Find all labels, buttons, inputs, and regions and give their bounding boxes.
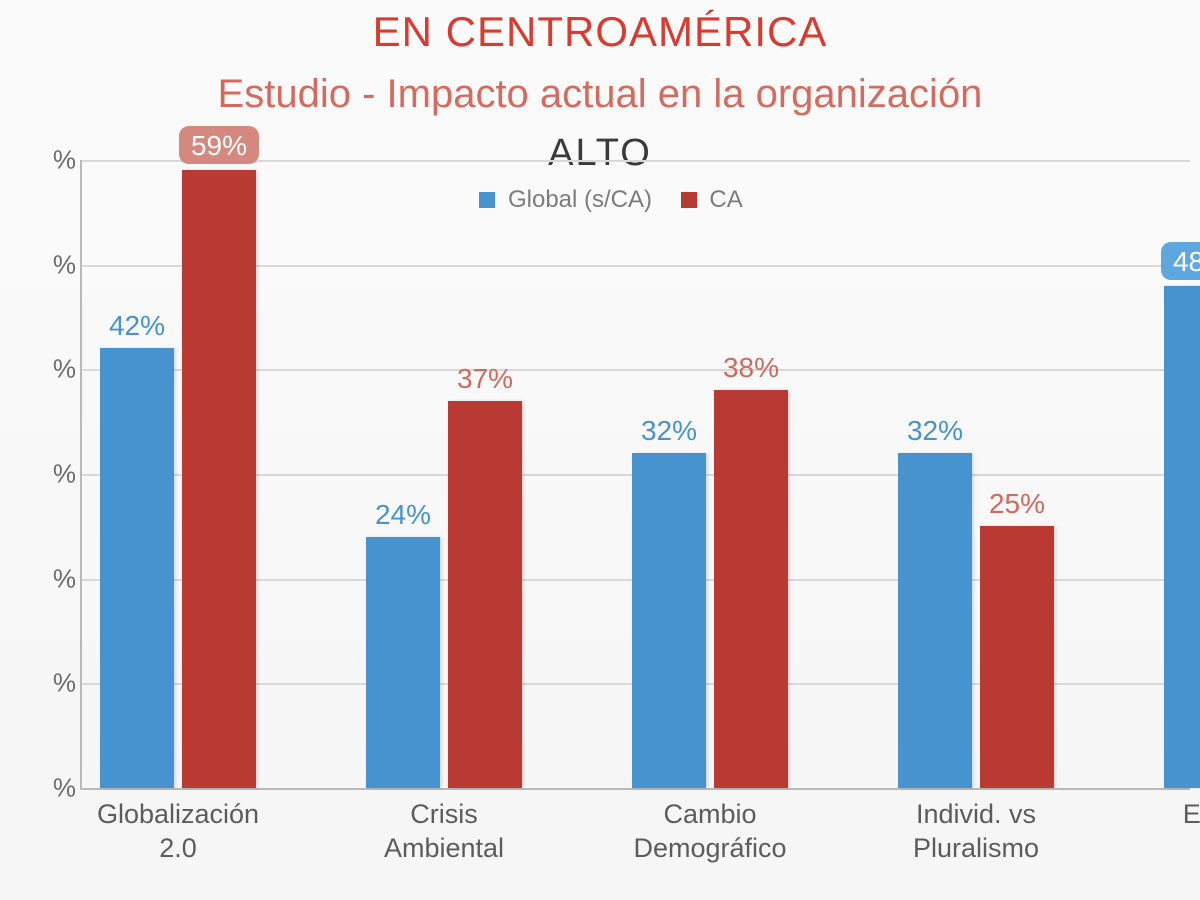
x-axis-label: Individ. vsPluralismo — [843, 788, 1109, 866]
bar — [632, 453, 706, 788]
bar-value-label: 25% — [989, 488, 1045, 520]
bar-value-label: 24% — [375, 499, 431, 531]
bar — [898, 453, 972, 788]
bar-group: 42%59%Globalización2.0 — [100, 160, 256, 788]
bar — [714, 390, 788, 788]
y-tick-label: % — [42, 668, 76, 699]
bar-value-label: 38% — [723, 352, 779, 384]
y-tick-label: % — [42, 354, 76, 385]
bar-group: 24%37%CrisisAmbiental — [366, 160, 522, 788]
plot-region: %%%%%%%42%59%Globalización2.024%37%Crisi… — [80, 160, 1190, 790]
bar — [980, 526, 1054, 788]
x-axis-label: Globalización2.0 — [45, 788, 311, 866]
chart-title: Estudio - Impacto actual en la organizac… — [0, 72, 1200, 117]
y-tick-label: % — [42, 563, 76, 594]
y-tick-label: % — [42, 459, 76, 490]
y-tick-label: % — [42, 249, 76, 280]
bar-value-label: 37% — [457, 363, 513, 395]
chart-area: %%%%%%%42%59%Globalización2.024%37%Crisi… — [40, 160, 1190, 790]
bar-group: 48%40%Era Digita — [1164, 160, 1200, 788]
bar-group: 32%38%CambioDemográfico — [632, 160, 788, 788]
y-tick-label: % — [42, 145, 76, 176]
bar-value-label: 32% — [907, 415, 963, 447]
bar — [1164, 286, 1200, 788]
bar-value-label: 59% — [179, 126, 259, 164]
x-axis-label: CrisisAmbiental — [311, 788, 577, 866]
bar-group: 32%25%Individ. vsPluralismo — [898, 160, 1054, 788]
bar — [182, 170, 256, 788]
bar-value-label: 32% — [641, 415, 697, 447]
bar — [448, 401, 522, 788]
x-axis-label: Era Digita — [1109, 788, 1200, 832]
bar-value-label: 48% — [1161, 242, 1200, 280]
bar — [366, 537, 440, 788]
super-title: EN CENTROAMÉRICA — [0, 8, 1200, 56]
x-axis-label: CambioDemográfico — [577, 788, 843, 866]
bar — [100, 348, 174, 788]
chart-frame: EN CENTROAMÉRICA Estudio - Impacto actua… — [0, 0, 1200, 900]
bar-value-label: 42% — [109, 310, 165, 342]
